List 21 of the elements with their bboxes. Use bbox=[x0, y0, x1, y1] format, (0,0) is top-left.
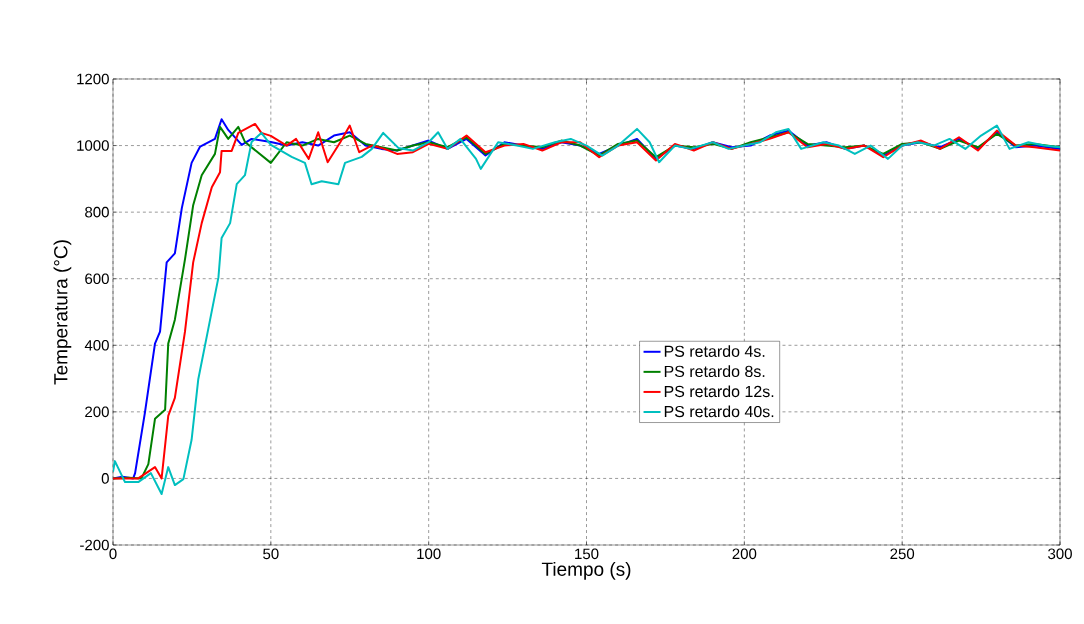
y-tick-label: 1200 bbox=[77, 73, 109, 85]
x-tick-label: 200 bbox=[732, 548, 757, 560]
y-tick-label: 1000 bbox=[77, 140, 109, 151]
legend-label: PS retardo 40s. bbox=[664, 405, 774, 418]
y-tick-label: 600 bbox=[85, 273, 109, 285]
y-tick-label: 400 bbox=[84, 339, 109, 351]
legend-label: PS retardo 4s. bbox=[664, 345, 765, 357]
x-tick-label: 0 bbox=[109, 548, 117, 560]
legend-label: PS retardo 12s. bbox=[664, 385, 774, 398]
legend-label: PS retardo 8s. bbox=[664, 365, 765, 378]
y-tick-label: 0 bbox=[101, 473, 109, 484]
x-axis-title: Tiempo (s) bbox=[541, 561, 631, 580]
x-tick-label: 300 bbox=[1048, 548, 1072, 560]
x-tick-label: 100 bbox=[417, 548, 441, 560]
y-tick-label: -200 bbox=[80, 539, 109, 551]
y-tick-label: 200 bbox=[85, 406, 109, 418]
y-tick-label: 800 bbox=[85, 206, 109, 218]
x-tick-label: 50 bbox=[263, 548, 279, 560]
x-tick-label: 150 bbox=[575, 548, 599, 560]
x-tick-label: 250 bbox=[890, 548, 915, 560]
y-axis-title: Temperatura (°C) bbox=[53, 240, 72, 385]
